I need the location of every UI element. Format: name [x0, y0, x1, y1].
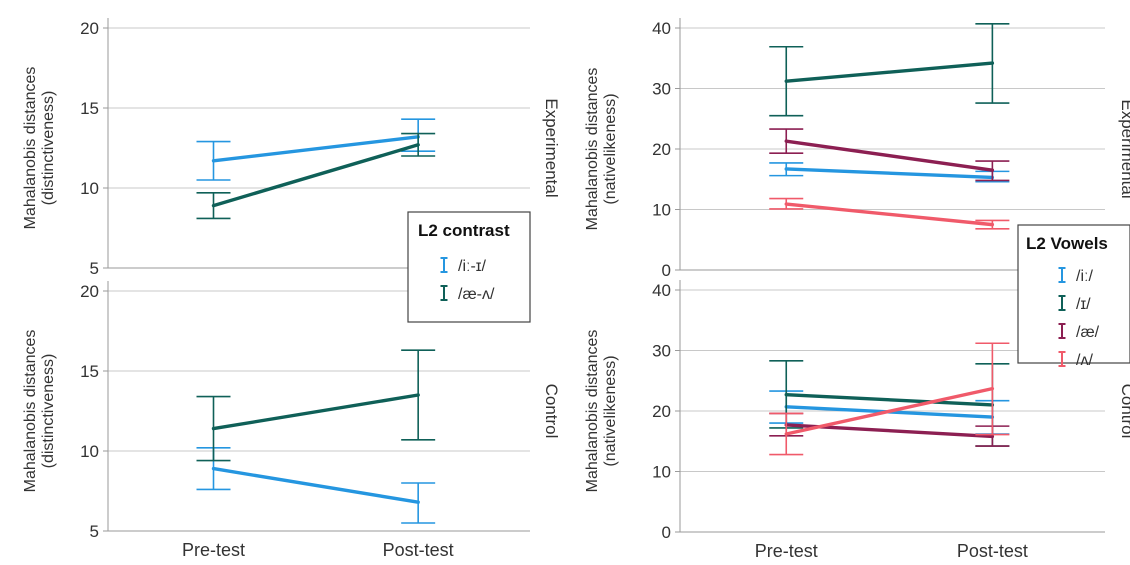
- series-line: [786, 169, 992, 177]
- series-line: [214, 145, 419, 206]
- y-tick-label: 0: [662, 261, 671, 280]
- y-tick-label: 10: [652, 201, 671, 220]
- legend-item-label: /iː-ɪ/: [458, 258, 486, 275]
- x-tick-label: Pre-test: [755, 541, 818, 560]
- y-tick-label: 40: [652, 281, 671, 300]
- y-tick-label: 30: [652, 80, 671, 99]
- legend-left-experimental: L2 contrast/iː-ɪ/ /æ-ʌ/: [408, 212, 530, 322]
- y-tick-label: 20: [652, 140, 671, 159]
- y-axis-label: Mahalanobis distances(distinctiveness): [22, 330, 57, 493]
- series-line: [786, 141, 992, 170]
- series-line: [214, 469, 419, 503]
- x-tick-label: Pre-test: [182, 540, 245, 560]
- y-tick-label: 15: [80, 362, 99, 381]
- legend-item-label: /iː/: [1076, 268, 1093, 285]
- x-tick-label: Post-test: [957, 541, 1028, 560]
- series-1: [769, 361, 1009, 446]
- y-tick-label: 0: [662, 523, 671, 542]
- y-tick-label: 5: [90, 522, 99, 541]
- y-tick-label: 10: [80, 179, 99, 198]
- legend-title: L2 Vowels: [1026, 234, 1108, 253]
- series-1: [769, 24, 1009, 116]
- y-tick-label: 30: [652, 342, 671, 361]
- y-tick-label: 40: [652, 19, 671, 38]
- y-tick-label: 15: [80, 99, 99, 118]
- legend-title: L2 contrast: [418, 221, 510, 240]
- y-axis-label: Mahalanobis distances(nativelikeness): [584, 68, 619, 231]
- legend-right-experimental: L2 Vowels/iː/ /ɪ/ /æ/ /ʌ/: [1018, 225, 1130, 369]
- legend-item-label: /æ/: [1076, 324, 1100, 341]
- series-1: [197, 350, 436, 460]
- chart-panel-left-control: 5 10 15 20 Mahalanobis distances(distinctive…: [22, 281, 561, 560]
- y-tick-label: 20: [80, 19, 99, 38]
- y-tick-label: 5: [90, 259, 99, 278]
- y-tick-label: 10: [80, 442, 99, 461]
- legend-item-label: /æ-ʌ/: [458, 286, 495, 303]
- series-1: [197, 134, 436, 219]
- series-line: [786, 204, 992, 225]
- facet-label: Experimental: [1118, 99, 1130, 198]
- series-0: [197, 448, 436, 523]
- series-line: [214, 137, 419, 161]
- legend-item-label: /ʌ/: [1076, 352, 1093, 369]
- y-tick-label: 20: [652, 402, 671, 421]
- series-0: [769, 163, 1009, 182]
- facet-label: Control: [542, 384, 561, 439]
- series-line: [214, 395, 419, 429]
- x-tick-label: Post-test: [383, 540, 454, 560]
- facet-label: Control: [1118, 384, 1130, 439]
- y-tick-label: 10: [652, 463, 671, 482]
- facet-label: Experimental: [542, 98, 561, 197]
- y-axis-label: Mahalanobis distances(distinctiveness): [22, 67, 57, 230]
- y-tick-label: 20: [80, 282, 99, 301]
- legend-item-label: /ɪ/: [1076, 296, 1091, 313]
- series-line: [786, 63, 992, 81]
- series-3: [769, 199, 1009, 229]
- y-axis-label: Mahalanobis distances(nativelikeness): [584, 330, 619, 493]
